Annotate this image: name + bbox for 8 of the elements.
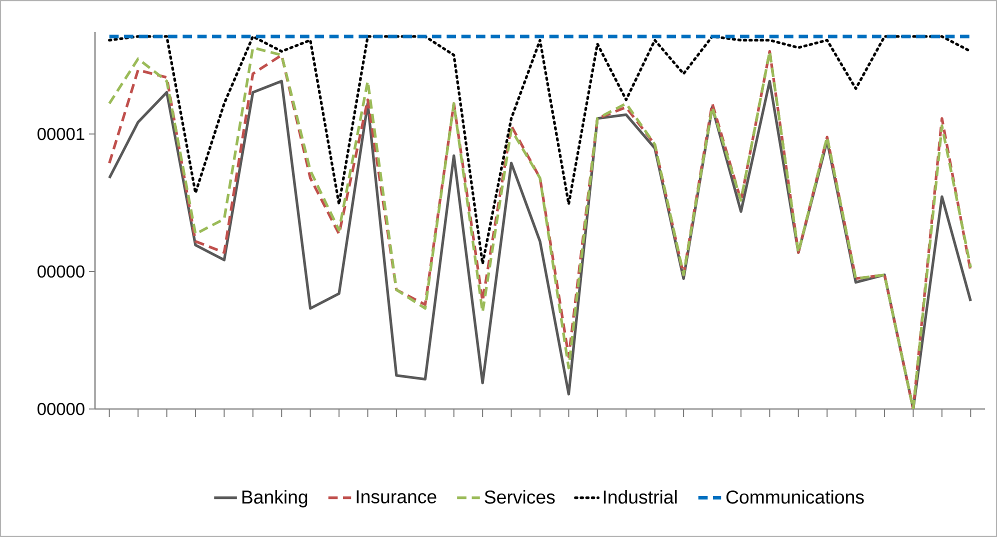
legend-label: Insurance <box>356 490 436 504</box>
legend-label: Industrial <box>604 490 677 504</box>
text: 00001 <box>38 128 84 140</box>
legend-label: Banking <box>242 490 308 508</box>
legend-label: Services <box>484 490 555 504</box>
legend-label: Communications <box>726 490 864 504</box>
text: 00000 <box>38 265 84 278</box>
text: 00000 <box>38 402 84 416</box>
